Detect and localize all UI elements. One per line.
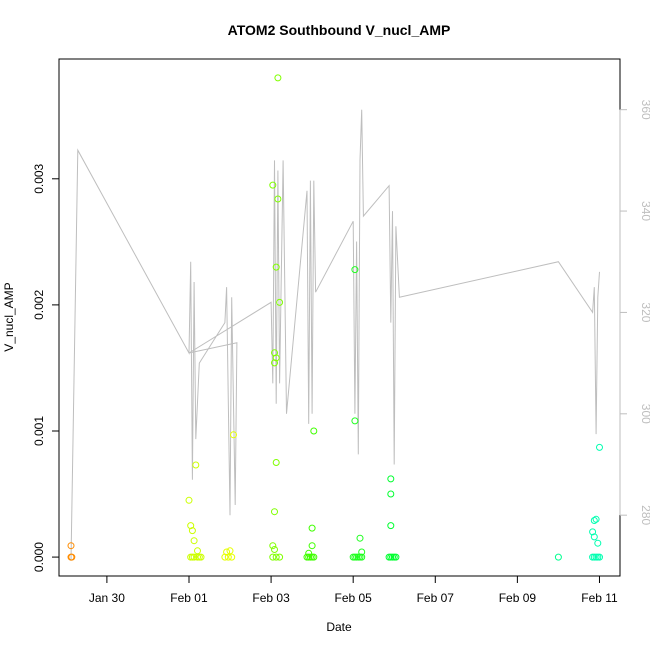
secondary-y-axis: 280 300 320 340 360 [619, 100, 650, 526]
data-point [271, 359, 278, 367]
data-point [228, 553, 236, 561]
data-point [230, 431, 237, 439]
data-point [358, 553, 366, 561]
data-point [590, 517, 598, 524]
x-tick-label: Feb 01 [170, 591, 208, 605]
data-point [192, 461, 200, 469]
data-point [187, 522, 195, 530]
data-point [308, 524, 316, 532]
data-point [310, 553, 318, 561]
data-point [356, 534, 364, 542]
data-point [272, 263, 280, 271]
y-tick-label: 0.001 [32, 416, 46, 446]
data-point [271, 546, 278, 553]
data-point [68, 553, 76, 561]
x-axis-label: Date [326, 620, 352, 634]
x-tick-label: Feb 09 [499, 591, 537, 605]
secondary-series-line [70, 109, 600, 561]
data-point [272, 354, 280, 362]
data-point [308, 542, 316, 550]
data-point [190, 537, 198, 545]
x-tick-label: Jan 30 [89, 591, 125, 605]
data-point [387, 522, 395, 530]
data-point [274, 74, 282, 82]
x-tick-label: Feb 03 [252, 591, 290, 605]
secondary-y-tick-label: 280 [639, 505, 650, 525]
secondary-y-tick-label: 340 [639, 201, 650, 221]
data-point [269, 553, 277, 561]
y-tick-label: 0.000 [32, 542, 46, 572]
data-point [190, 553, 198, 561]
data-point [197, 553, 205, 561]
data-point [194, 547, 201, 555]
data-point [67, 542, 75, 550]
data-point [596, 443, 603, 451]
y-axis-label: V_nucl_AMP [2, 282, 16, 351]
data-point [276, 553, 284, 561]
data-point [305, 549, 313, 557]
y-tick-label: 0.002 [32, 290, 46, 320]
secondary-y-tick-label: 320 [639, 302, 650, 322]
data-point [185, 496, 193, 504]
points-layer [67, 74, 603, 561]
y-axis: 0.000 0.001 0.002 0.003 [32, 163, 60, 572]
data-point [387, 475, 395, 483]
secondary-line-layer [70, 109, 600, 561]
data-point [589, 528, 597, 536]
secondary-y-tick-label: 360 [639, 100, 650, 120]
data-point [269, 542, 277, 550]
data-point [271, 508, 278, 516]
x-tick-label: Feb 05 [335, 591, 373, 605]
chart-title: ATOM2 Southbound V_nucl_AMP [228, 22, 451, 38]
data-point [351, 266, 359, 274]
data-point [392, 553, 400, 561]
data-point [272, 553, 280, 561]
data-point [387, 490, 395, 498]
x-axis: Jan 30 Feb 01 Feb 03 Feb 05 Feb 07 Feb 09 Feb … [89, 575, 618, 605]
secondary-y-tick-label: 300 [639, 404, 650, 424]
data-point [188, 527, 196, 535]
x-tick-label: Feb 11 [581, 591, 618, 605]
data-point [554, 553, 562, 561]
data-point [274, 195, 282, 203]
data-point [592, 515, 600, 523]
plot-box [58, 58, 621, 577]
data-point [269, 181, 277, 189]
y-tick-label: 0.003 [32, 163, 46, 193]
data-point [594, 539, 602, 547]
data-point [310, 427, 318, 435]
data-point [590, 533, 598, 541]
data-point [276, 298, 284, 306]
x-tick-label: Feb 07 [417, 591, 455, 605]
data-point [596, 553, 603, 561]
data-point [224, 553, 232, 561]
data-point [226, 547, 234, 555]
data-point [351, 417, 359, 425]
data-point [272, 459, 280, 466]
